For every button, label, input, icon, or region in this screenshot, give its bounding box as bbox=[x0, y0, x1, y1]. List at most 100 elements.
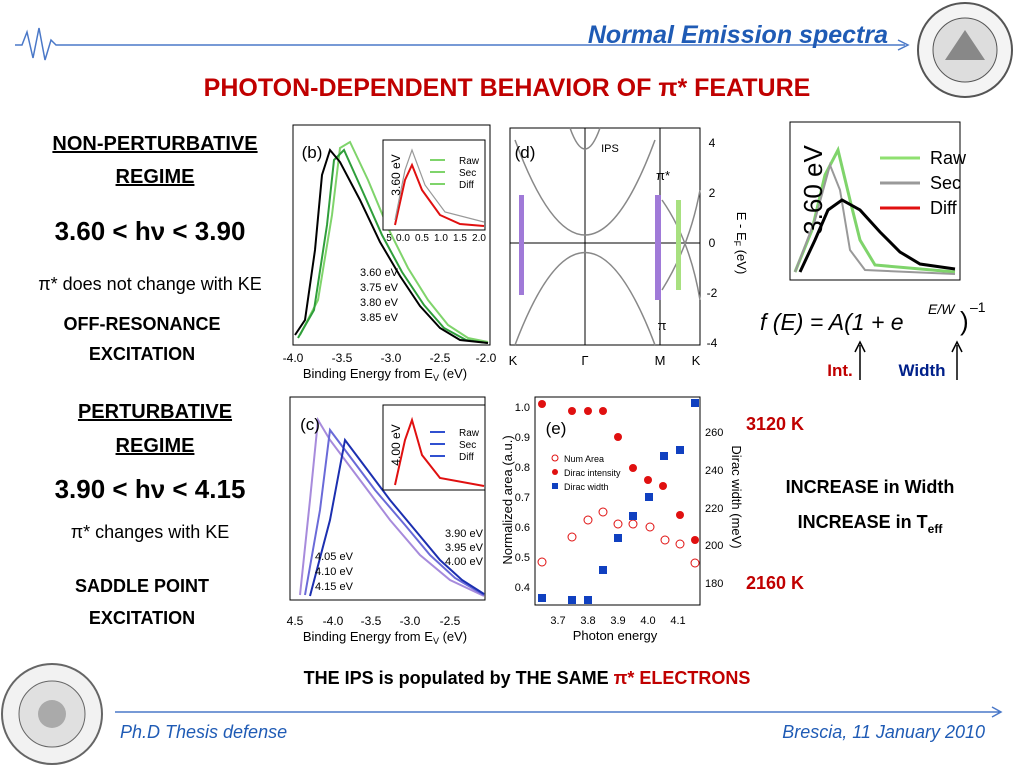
y-tick-label: -4 bbox=[707, 336, 718, 350]
legend-text: Diff bbox=[459, 180, 474, 191]
legend-text: 3.95 eV bbox=[445, 542, 484, 554]
panel-label: (c) bbox=[300, 415, 320, 434]
top-logo bbox=[917, 2, 1013, 98]
legend-text: 4.00 eV bbox=[445, 556, 484, 568]
regime-heading: PERTURBATIVE bbox=[78, 401, 232, 423]
x-axis-label: Photon energy bbox=[573, 628, 658, 643]
x-tick-label: M bbox=[655, 353, 666, 368]
label-text: E - E bbox=[734, 212, 749, 241]
excitation-type: EXCITATION bbox=[89, 344, 195, 364]
x-axis-label: Binding Energy from EV (eV) bbox=[303, 629, 467, 646]
footer-left: Ph.D Thesis defense bbox=[120, 722, 287, 742]
y-tick-label: -2 bbox=[707, 286, 718, 300]
x-tick-label: -3.0 bbox=[381, 351, 402, 365]
legend-text: 3.90 eV bbox=[445, 528, 484, 540]
band-label: π* bbox=[656, 168, 670, 183]
formula-paren: ) bbox=[960, 306, 969, 336]
regime-heading: NON-PERTURBATIVE bbox=[52, 133, 257, 155]
x-tick-label: -2.5 bbox=[430, 351, 451, 365]
legend-text: Sec bbox=[459, 168, 476, 179]
band-label: π bbox=[658, 318, 667, 333]
excitation-type: SADDLE POINT bbox=[75, 576, 209, 596]
y-tick-label: 0 bbox=[709, 236, 716, 250]
regime-note: π* does not change with KE bbox=[38, 274, 262, 294]
y-tick-label: 0.7 bbox=[515, 492, 530, 504]
x-axis-label: Binding Energy from EV (eV) bbox=[303, 366, 467, 383]
regime-heading: REGIME bbox=[116, 435, 195, 457]
legend-text: Sec bbox=[930, 173, 961, 193]
y-tick-label: 0.9 bbox=[515, 432, 530, 444]
width-label: Width bbox=[898, 361, 945, 380]
header-arrow bbox=[897, 39, 910, 51]
legend-text: Sec bbox=[459, 440, 476, 451]
x-tick-label: 4.1 bbox=[670, 615, 685, 627]
inset-label: 3.60 eV bbox=[798, 145, 828, 235]
inset-tick-label: 0.0 bbox=[396, 233, 410, 244]
y-tick-label: 0.8 bbox=[515, 462, 530, 474]
energy-range: 3.90 < hν < 4.15 bbox=[55, 474, 246, 504]
int-label: Int. bbox=[827, 361, 853, 380]
energy-range: 3.60 < hν < 3.90 bbox=[55, 216, 246, 246]
inset-tick-label: 1.5 bbox=[453, 233, 467, 244]
inset-tick-label: 5 bbox=[386, 233, 392, 244]
panel-d bbox=[509, 127, 701, 346]
conclusion-text: THE IPS is populated by THE SAME bbox=[304, 668, 614, 688]
label-sub: F bbox=[732, 241, 742, 247]
conclusion-highlight: π* ELECTRONS bbox=[614, 668, 751, 688]
inset-tick-label: 1.0 bbox=[434, 233, 448, 244]
y-tick-label: 2 bbox=[709, 186, 716, 200]
regime-note: π* changes with KE bbox=[71, 522, 230, 542]
y-tick-label: 1.0 bbox=[515, 402, 530, 414]
label-unit: (eV) bbox=[439, 366, 467, 381]
formula: f (E) = A(1 + e bbox=[760, 309, 904, 335]
inset-label: 4.00 eV bbox=[389, 424, 403, 465]
panel-label: (e) bbox=[546, 419, 567, 438]
panel-b bbox=[292, 124, 491, 346]
x-tick-label: K bbox=[692, 353, 701, 368]
legend-text: 3.75 eV bbox=[360, 282, 399, 294]
legend-text: Raw bbox=[930, 148, 967, 168]
legend-text: 4.15 eV bbox=[315, 581, 354, 593]
x-tick-label: -3.5 bbox=[332, 351, 353, 365]
temperature-low: 2160 K bbox=[746, 573, 804, 593]
inset-tick-label: 0.5 bbox=[415, 233, 429, 244]
band-label: IPS bbox=[601, 143, 619, 155]
excitation-type: EXCITATION bbox=[89, 608, 195, 628]
legend-text: 4.10 eV bbox=[315, 566, 354, 578]
y-axis-label: E - EF (eV) bbox=[732, 212, 749, 275]
bottom-logo bbox=[1, 663, 103, 765]
footer-line bbox=[115, 706, 1003, 718]
panel-c bbox=[289, 396, 486, 601]
temp-note: INCREASE in Teff bbox=[798, 512, 944, 536]
x-tick-label: 3.9 bbox=[610, 615, 625, 627]
slide-title: PHOTON-DEPENDENT BEHAVIOR OF π* FEATURE bbox=[204, 74, 811, 102]
inset-label: 3.60 eV bbox=[389, 154, 403, 195]
x-tick-label: 4.5 bbox=[287, 614, 304, 628]
y-axis-label: Normalized area (a.u.) bbox=[500, 435, 515, 564]
x-tick-label: -2.5 bbox=[440, 614, 461, 628]
fit-panel bbox=[789, 121, 963, 380]
legend-text: Dirac width bbox=[564, 482, 609, 492]
regime-heading: REGIME bbox=[116, 166, 195, 188]
x-tick-label: 4.0 bbox=[640, 615, 655, 627]
label-text: Binding Energy from E bbox=[303, 629, 433, 644]
x-tick-label: -3.5 bbox=[361, 614, 382, 628]
legend-text: Raw bbox=[459, 156, 480, 167]
note-text: INCREASE in T bbox=[798, 512, 928, 532]
width-note: INCREASE in Width bbox=[786, 477, 955, 497]
label-unit: (eV) bbox=[734, 246, 749, 274]
panel-e bbox=[534, 396, 701, 606]
conclusion: THE IPS is populated by THE SAME π* ELEC… bbox=[304, 668, 751, 688]
excitation-type: OFF-RESONANCE bbox=[64, 314, 221, 334]
legend-text: Diff bbox=[930, 198, 958, 218]
x-tick-label: Γ bbox=[581, 353, 588, 368]
header-line bbox=[15, 27, 905, 61]
legend-text: 3.85 eV bbox=[360, 312, 399, 324]
footer-right: Brescia, 11 January 2010 bbox=[782, 722, 985, 742]
note-sub: eff bbox=[928, 522, 944, 536]
y2-tick-label: 220 bbox=[705, 503, 723, 515]
formula-exponent: E/W bbox=[928, 301, 956, 317]
y-tick-label: 0.5 bbox=[515, 552, 530, 564]
y-tick-label: 0.4 bbox=[515, 582, 530, 594]
